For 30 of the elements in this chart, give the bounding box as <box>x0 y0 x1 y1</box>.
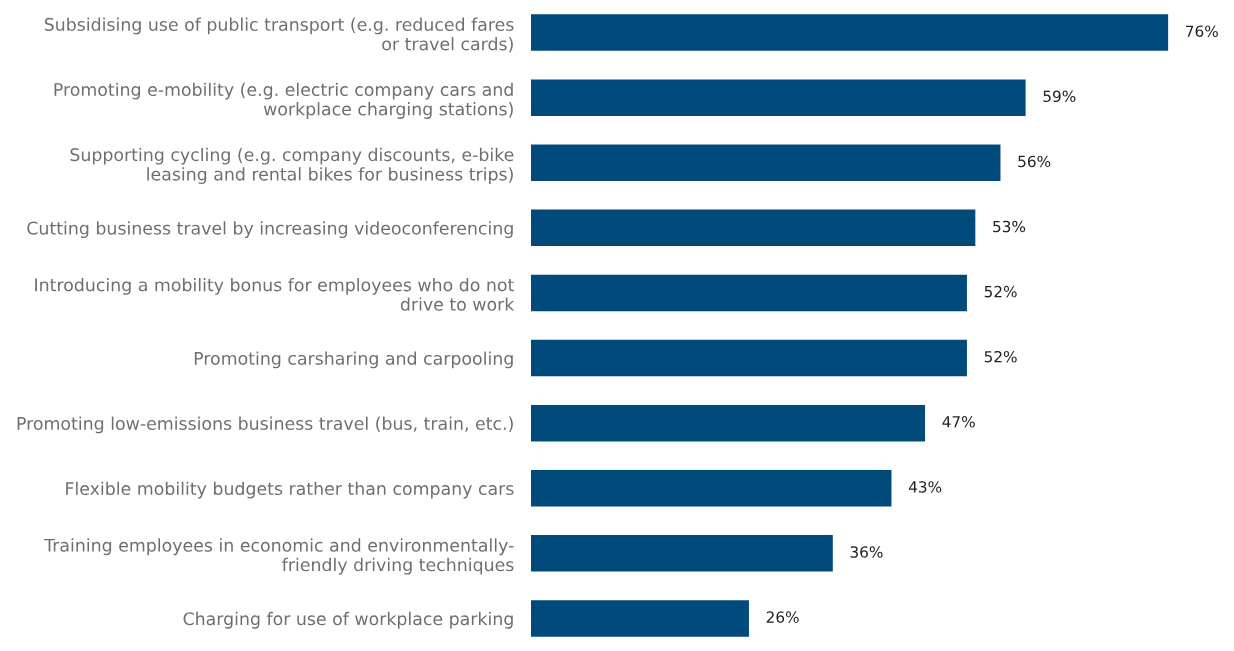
bar <box>531 274 967 312</box>
data-label: 59% <box>1043 90 1076 103</box>
bar <box>531 470 892 507</box>
y-tick-label: Cutting business travel by increasing videoconferencing <box>27 221 513 239</box>
y-tick-label: Subsidising use of public transport (e.g. reduced fares or travel cards) <box>44 17 514 53</box>
y-tick-label: Flexible mobility budgets rather than company cars <box>66 481 514 499</box>
data-label: 52% <box>984 350 1017 363</box>
data-label: 76% <box>1186 25 1218 37</box>
bar <box>531 535 833 572</box>
bar <box>531 14 1169 51</box>
bar <box>531 339 967 377</box>
y-tick-label: Promoting carsharing and carpooling <box>194 351 513 369</box>
data-label: 43% <box>908 481 942 493</box>
data-label: 26% <box>766 611 799 623</box>
data-label: 56% <box>1018 155 1051 168</box>
bar <box>531 144 1001 181</box>
y-tick-label: Charging for use of workplace parking <box>183 611 513 629</box>
y-tick-label: Training employees in economic and environmentally- friendly driving techniques <box>44 538 514 575</box>
y-tick-label: Promoting e-mobility (e.g. electric company cars and workplace charging stations) <box>54 82 513 119</box>
data-label: 47% <box>942 416 975 428</box>
y-tick-label: Supporting cycling (e.g. company discounts, e-bike leasing and rental bikes for business trips) <box>70 147 514 184</box>
data-label: 53% <box>993 220 1026 233</box>
data-label: 36% <box>850 546 883 558</box>
data-label: 52% <box>984 285 1017 298</box>
bar <box>531 209 976 247</box>
y-tick-label: Introducing a mobility bonus for employees who do not drive to work <box>35 277 515 311</box>
y-tick-label: Promoting low-emissions business travel (bus, train, etc.) <box>17 416 513 434</box>
bar <box>531 79 1026 116</box>
bar <box>531 600 749 637</box>
bar <box>531 404 926 442</box>
